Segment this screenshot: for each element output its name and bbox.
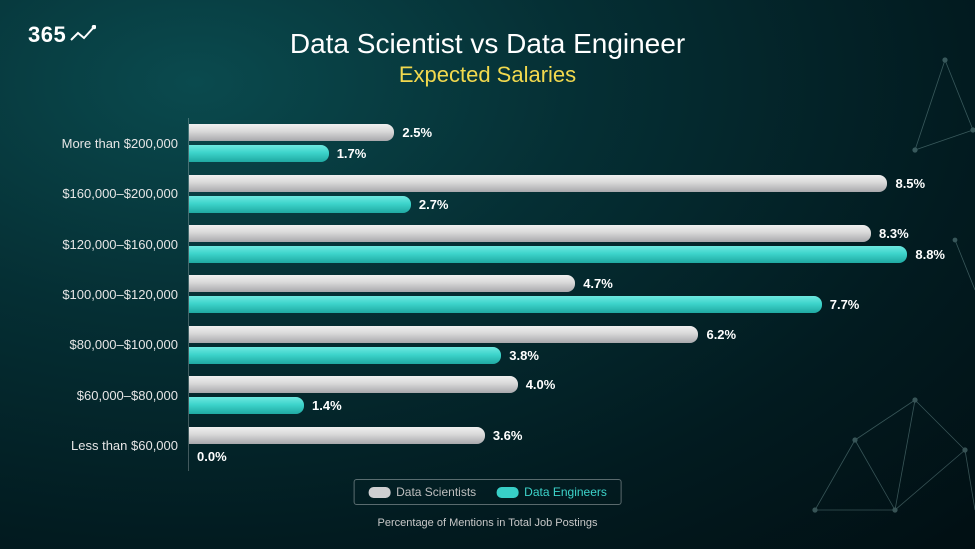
category-label: More than $200,000 [20,136,188,151]
bar-wrap: 1.7% [189,145,945,162]
chart-row: More than $200,000 2.5% 1.7% [20,118,945,168]
bar-group: 8.3% 8.8% [188,219,945,269]
chart-row: $120,000–$160,000 8.3% 8.8% [20,219,945,269]
bar-group: 2.5% 1.7% [188,118,945,168]
bar-value-label: 8.5% [895,176,925,191]
chart-row: $60,000–$80,000 4.0% 1.4% [20,370,945,420]
category-label: $160,000–$200,000 [20,186,188,201]
bar-engineers [189,145,329,162]
chart-title: Data Scientist vs Data Engineer [0,28,975,60]
bar-value-label: 7.7% [830,297,860,312]
bar-value-label: 1.4% [312,398,342,413]
bar-wrap: 8.3% [189,225,945,242]
bar-engineers [189,347,501,364]
legend: Data Scientists Data Engineers [353,479,622,505]
bar-engineers [189,196,411,213]
bar-scientists [189,275,575,292]
bar-scientists [189,124,394,141]
bar-value-label: 6.2% [706,327,736,342]
bar-value-label: 8.8% [915,247,945,262]
chart-subtitle: Expected Salaries [0,62,975,88]
x-axis-label: Percentage of Mentions in Total Job Post… [0,517,975,529]
category-label: $120,000–$160,000 [20,237,188,252]
salary-bar-chart: More than $200,000 2.5% 1.7% $160,000–$200,… [20,118,945,471]
bar-engineers [189,246,907,263]
chart-row: $160,000–$200,000 8.5% 2.7% [20,168,945,218]
legend-swatch-scientists [368,487,390,498]
bar-value-label: 4.0% [526,377,556,392]
bar-value-label: 2.7% [419,197,449,212]
chart-row: Less than $60,000 3.6% 0.0% [20,420,945,470]
category-label: $80,000–$100,000 [20,337,188,352]
bar-wrap: 4.0% [189,376,945,393]
bar-scientists [189,175,887,192]
bar-wrap: 8.8% [189,246,945,263]
bar-wrap: 2.5% [189,124,945,141]
bar-wrap: 8.5% [189,175,945,192]
legend-label-scientists: Data Scientists [396,485,476,499]
bar-wrap: 7.7% [189,296,945,313]
bar-engineers [189,397,304,414]
bar-value-label: 8.3% [879,226,909,241]
bar-scientists [189,376,518,393]
bar-value-label: 3.8% [509,348,539,363]
bar-value-label: 3.6% [493,428,523,443]
legend-label-engineers: Data Engineers [524,485,607,499]
bar-value-label: 2.5% [402,125,432,140]
legend-swatch-engineers [496,487,518,498]
bar-wrap: 1.4% [189,397,945,414]
bar-wrap: 2.7% [189,196,945,213]
chart-row: $100,000–$120,000 4.7% 7.7% [20,269,945,319]
legend-item-scientists: Data Scientists [368,485,476,499]
bar-wrap: 4.7% [189,275,945,292]
bar-group: 4.0% 1.4% [188,370,945,420]
bar-value-label: 0.0% [197,449,227,464]
bar-group: 6.2% 3.8% [188,320,945,370]
chart-row: $80,000–$100,000 6.2% 3.8% [20,320,945,370]
bar-scientists [189,225,871,242]
bar-scientists [189,326,698,343]
bar-wrap: 0.0% [189,448,945,465]
legend-item-engineers: Data Engineers [496,485,607,499]
bar-group: 3.6% 0.0% [188,420,945,470]
bar-engineers [189,296,822,313]
bar-value-label: 4.7% [583,276,613,291]
category-label: $60,000–$80,000 [20,388,188,403]
category-label: $100,000–$120,000 [20,287,188,302]
title-block: Data Scientist vs Data Engineer Expected… [0,28,975,88]
category-label: Less than $60,000 [20,438,188,453]
bar-wrap: 6.2% [189,326,945,343]
bar-value-label: 1.7% [337,146,367,161]
bar-wrap: 3.8% [189,347,945,364]
bar-group: 4.7% 7.7% [188,269,945,319]
bar-group: 8.5% 2.7% [188,168,945,218]
bar-wrap: 3.6% [189,427,945,444]
bar-scientists [189,427,485,444]
